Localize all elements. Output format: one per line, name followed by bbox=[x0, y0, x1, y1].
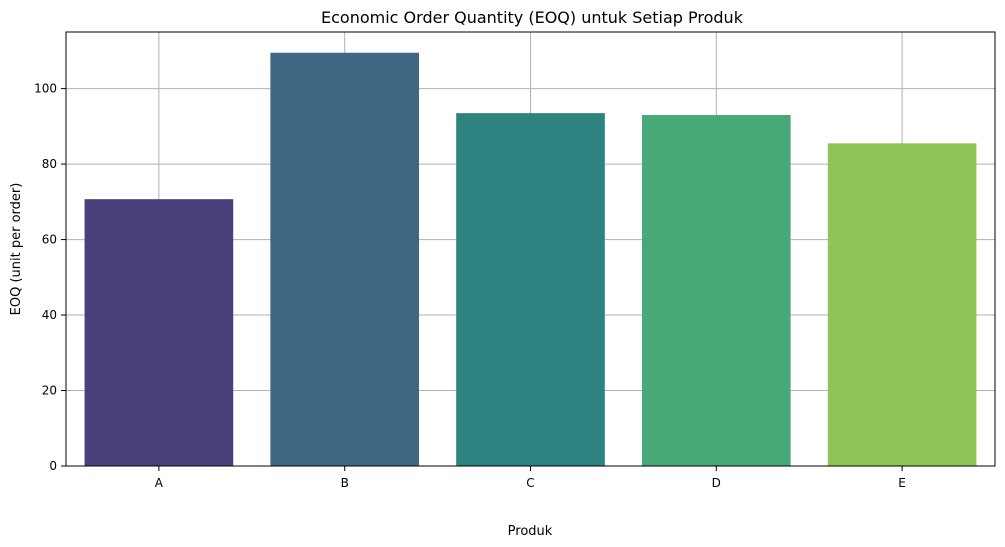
y-tick-label: 60 bbox=[42, 233, 57, 247]
x-axis-label: Produk bbox=[508, 524, 553, 539]
y-tick-label: 100 bbox=[34, 82, 57, 96]
x-tick-label: E bbox=[898, 476, 906, 490]
ticks-layer: 0 20 40 60 80 100 A B C D E bbox=[34, 82, 906, 490]
bar-c bbox=[456, 113, 605, 466]
x-tick-label: A bbox=[155, 476, 164, 490]
y-tick-label: 0 bbox=[49, 459, 57, 473]
y-axis-label: EOQ (unit per order) bbox=[9, 183, 24, 316]
y-tick-label: 40 bbox=[42, 308, 57, 322]
bar-d bbox=[641, 115, 791, 466]
y-tick-label: 20 bbox=[42, 384, 57, 398]
x-tick-label: D bbox=[712, 476, 721, 490]
chart-title: Economic Order Quantity (EOQ) untuk Seti… bbox=[321, 8, 744, 27]
bar-b bbox=[270, 52, 420, 466]
bar-a bbox=[84, 199, 234, 467]
x-tick-label: C bbox=[526, 476, 534, 490]
y-tick-label: 80 bbox=[42, 157, 57, 171]
bar-e bbox=[827, 143, 977, 466]
plot-frame bbox=[65, 31, 996, 467]
bars-layer bbox=[84, 52, 977, 467]
x-tick-label: B bbox=[341, 476, 349, 490]
